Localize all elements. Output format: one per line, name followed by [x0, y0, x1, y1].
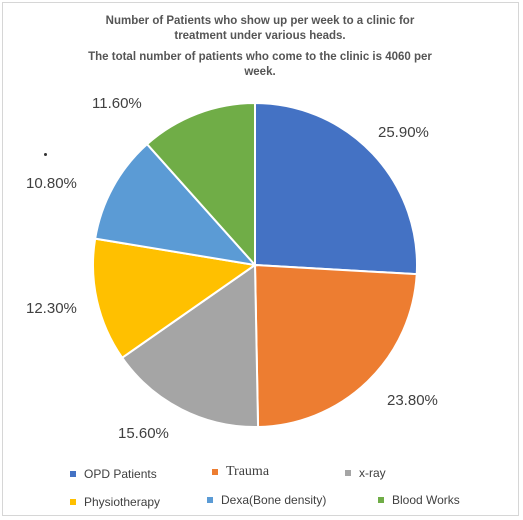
legend-item-x-ray: x-ray: [345, 466, 386, 480]
data-label-x-ray: 15.60%: [118, 425, 169, 442]
pie-slice-trauma: [253, 263, 418, 428]
legend-label-opd-patients: OPD Patients: [84, 467, 157, 481]
pie-slice-blood-works: [145, 101, 256, 268]
legend-item-physiotherapy: Physiotherapy: [70, 495, 160, 509]
legend-swatch-physiotherapy: [70, 499, 76, 505]
data-label-blood-works: 11.60%: [92, 95, 142, 112]
legend-swatch-trauma: [212, 469, 218, 475]
data-label-opd-patients: 25.90%: [378, 124, 429, 141]
legend-swatch-dexa: [207, 497, 213, 503]
pie-slice-physiotherapy: [92, 237, 258, 360]
legend-swatch-opd-patients: [70, 471, 76, 477]
chart-title-line-4: week.: [244, 66, 276, 78]
legend-swatch-x-ray: [345, 470, 351, 476]
chart-title-line-3: The total number of patients who come to…: [88, 51, 432, 63]
legend-label-x-ray: x-ray: [359, 466, 386, 480]
pie-slice-opd-patients: [254, 101, 418, 276]
stray-dot: [44, 153, 47, 156]
legend-label-physiotherapy: Physiotherapy: [84, 495, 161, 509]
legend-label-trauma: Trauma: [226, 464, 270, 479]
pie-slice-dexa-bone-density: [94, 142, 258, 267]
legend-item-blood-works: Blood Works: [378, 493, 460, 507]
legend-swatch-blood-works: [378, 497, 384, 503]
pie-slice-x-ray: [120, 263, 260, 428]
legend-item-trauma: Trauma: [212, 464, 269, 480]
data-label-dexa: 10.80%: [26, 175, 77, 192]
chart-title-line-1: Number of Patients who show up per week …: [105, 15, 415, 27]
legend-item-opd-patients: OPD Patients: [70, 467, 157, 481]
legend-label-blood-works: Blood Works: [392, 493, 460, 507]
legend-item-dexa: Dexa(Bone density): [207, 493, 326, 507]
data-label-trauma: 23.80%: [387, 392, 438, 409]
data-label-physiotherapy: 12.30%: [26, 300, 77, 317]
legend-label-dexa: Dexa(Bone density): [221, 493, 327, 507]
chart-title-line-2: treatment under various heads.: [174, 30, 346, 42]
